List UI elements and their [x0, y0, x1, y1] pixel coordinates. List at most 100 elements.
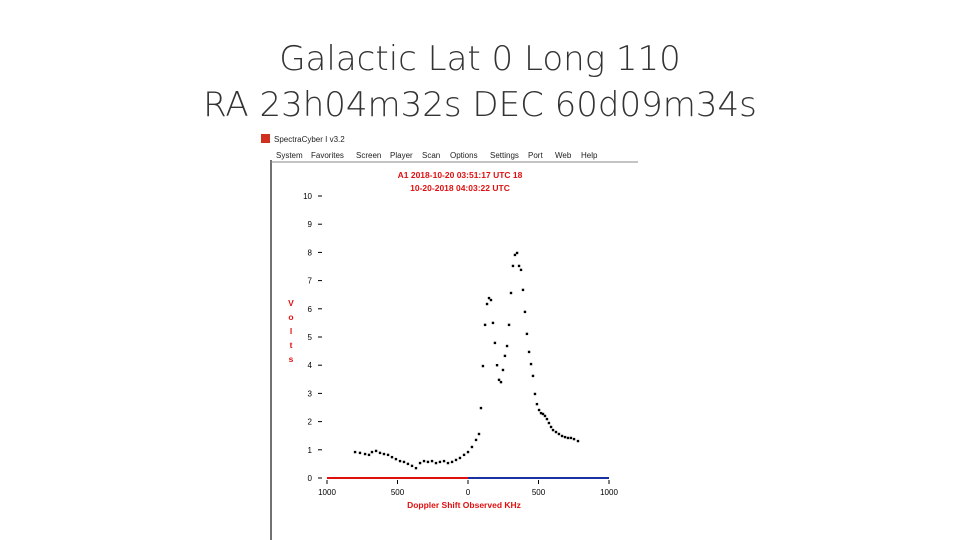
data-point: [481, 364, 485, 368]
menu-item[interactable]: Port: [528, 151, 543, 160]
data-point: [493, 341, 497, 345]
x-tick-label: 500: [532, 488, 546, 497]
menu-item[interactable]: Settings: [490, 151, 519, 160]
data-point: [495, 364, 499, 367]
data-point: [531, 374, 535, 378]
data-point: [523, 310, 527, 314]
plot: 0 1 2 3 4 5 6 7 8 9 10 1000 500 0 500 1000: [303, 192, 618, 497]
menu-item[interactable]: Player: [390, 151, 413, 160]
data-point: [497, 378, 501, 382]
y-tick-label: 2: [308, 418, 313, 427]
data-point: [541, 412, 545, 416]
data-point: [563, 435, 567, 439]
data-point: [501, 368, 505, 372]
y-tick-label: 8: [308, 248, 313, 257]
data-point: [551, 428, 555, 432]
data-point: [499, 380, 503, 384]
x-tick-label: 500: [391, 488, 405, 497]
y-tick-label: 7: [308, 277, 313, 286]
data-point: [458, 456, 462, 460]
data-point: [576, 439, 580, 443]
data-point: [374, 449, 378, 453]
data-point: [454, 458, 458, 462]
data-point: [545, 417, 549, 421]
x-tick-label: 1000: [600, 488, 618, 497]
data-point: [426, 460, 430, 464]
data-point: [430, 459, 434, 463]
y-tick-label: 0: [308, 474, 313, 483]
y-tick-label: 1: [308, 446, 313, 455]
menu-item[interactable]: Scan: [422, 151, 440, 160]
window-title: SpectraCyber I v3.2: [274, 135, 345, 144]
data-point: [509, 291, 513, 295]
data-point: [569, 436, 573, 440]
data-point: [353, 450, 357, 454]
x-tick-label: 0: [466, 488, 471, 497]
data-point: [483, 323, 487, 327]
data-point: [398, 459, 402, 463]
data-point: [450, 460, 454, 464]
data-point: [491, 321, 495, 325]
y-tick-label: 3: [308, 389, 313, 398]
data-point: [394, 457, 398, 461]
data-point: [527, 350, 531, 354]
data-point: [517, 264, 521, 268]
slide-subtitle: RA 23h04m32s DEC 60d09m34s: [203, 85, 757, 125]
data-point: [535, 402, 539, 406]
y-tick-label: 5: [308, 333, 313, 342]
data-point: [466, 450, 470, 454]
y-tick-label: 6: [308, 305, 313, 314]
app-icon: [261, 134, 270, 143]
data-point: [438, 460, 442, 464]
data-point: [470, 445, 474, 449]
data-point: [560, 434, 564, 438]
data-point: [462, 453, 466, 457]
data-point: [477, 432, 481, 436]
data-point: [519, 268, 523, 272]
data-point: [442, 459, 446, 463]
x-tick-label: 1000: [318, 488, 336, 497]
data-point: [363, 452, 367, 456]
data-point: [539, 411, 543, 415]
data-point: [418, 461, 422, 465]
data-point: [507, 323, 511, 327]
menu-item[interactable]: Screen: [356, 151, 381, 160]
y-tick-label: 4: [308, 361, 313, 370]
x-axis-label: Doppler Shift Observed KHz: [407, 500, 521, 510]
menu-bar: System Favorites Screen Player Scan Options Se…: [276, 151, 598, 160]
data-point: [547, 421, 551, 425]
data-point: [382, 452, 386, 456]
data-point: [511, 264, 515, 268]
data-point: [422, 459, 426, 463]
data-point: [485, 302, 489, 306]
data-point: [479, 406, 483, 410]
data-point: [513, 253, 517, 257]
data-point: [557, 432, 561, 436]
menu-item[interactable]: Options: [450, 151, 478, 160]
data-point: [566, 436, 570, 440]
data-point: [521, 288, 525, 292]
data-point: [529, 362, 533, 366]
menu-item[interactable]: System: [276, 151, 303, 160]
app-window: SpectraCyber I v3.2 System Favorites Scree…: [261, 134, 638, 540]
data-point: [386, 453, 390, 457]
data-point: [503, 354, 507, 358]
annotation: A1 2018-10-20 03:51:17 UTC 18: [398, 170, 523, 180]
data-point: [533, 392, 537, 396]
menu-item[interactable]: Favorites: [311, 151, 344, 160]
data-point: [434, 461, 438, 465]
data-point: [572, 437, 576, 441]
data-point: [410, 464, 414, 468]
data-point: [402, 460, 406, 464]
data-point: [554, 430, 558, 434]
data-point: [406, 462, 410, 466]
data-point: [505, 344, 509, 348]
menu-item[interactable]: Help: [581, 151, 598, 160]
menu-item[interactable]: Web: [555, 151, 572, 160]
data-point: [358, 451, 362, 455]
data-point: [414, 466, 418, 470]
data-point: [367, 453, 371, 457]
data-point: [489, 298, 493, 302]
y-tick-label: 9: [308, 220, 313, 229]
data-point: [549, 425, 553, 429]
